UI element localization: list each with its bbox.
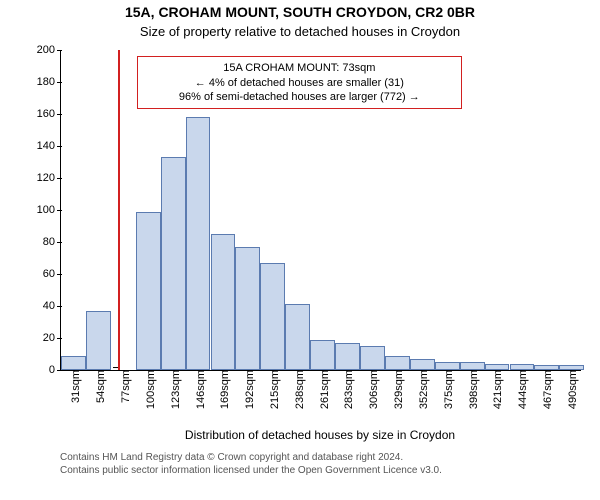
annotation-line: 96% of semi-detached houses are larger (… [146,90,453,104]
annotation-line: ← 4% of detached houses are smaller (31) [146,76,453,90]
annotation-line: 15A CROHAM MOUNT: 73sqm [146,61,453,75]
y-tick: 100 [37,204,61,216]
footer-line-1: Contains HM Land Registry data © Crown c… [60,452,580,465]
histogram-bar [534,365,559,370]
footer-attribution: Contains HM Land Registry data © Crown c… [60,452,580,477]
x-tick: 421sqm [486,370,504,409]
histogram-bar [410,359,435,370]
x-tick: 490sqm [561,370,579,409]
x-tick: 306sqm [362,370,380,409]
histogram-bar [161,157,186,370]
chart-subtitle: Size of property relative to detached ho… [0,24,600,39]
x-tick: 169sqm [213,370,231,409]
x-tick: 123sqm [164,370,182,409]
y-tick: 180 [37,76,61,88]
histogram-bar [335,343,360,370]
histogram-bar [310,340,335,370]
x-tick: 192sqm [238,370,256,409]
histogram-bar [435,362,460,370]
x-tick: 375sqm [437,370,455,409]
x-tick: 100sqm [139,370,157,409]
y-tick: 0 [49,364,61,376]
annotation-box: 15A CROHAM MOUNT: 73sqm← 4% of detached … [137,56,462,109]
histogram-bar [385,356,410,370]
y-tick: 80 [43,236,61,248]
y-tick: 140 [37,140,61,152]
x-tick: 77sqm [114,370,132,403]
x-tick: 283sqm [337,370,355,409]
x-tick: 31sqm [64,370,82,403]
y-tick: 200 [37,44,61,56]
y-tick: 20 [43,332,61,344]
y-tick: 120 [37,172,61,184]
y-tick: 40 [43,300,61,312]
x-tick: 54sqm [89,370,107,403]
subject-marker-line [118,50,120,370]
x-tick: 467sqm [536,370,554,409]
x-tick: 352sqm [412,370,430,409]
x-tick: 215sqm [263,370,281,409]
x-tick: 146sqm [189,370,207,409]
histogram-bar [285,304,310,370]
x-tick: 444sqm [511,370,529,409]
histogram-bar [360,346,385,370]
histogram-bar [235,247,260,370]
histogram-bar [211,234,236,370]
histogram-bar [136,212,161,370]
y-tick: 160 [37,108,61,120]
histogram-bar [559,365,584,370]
chart-title: 15A, CROHAM MOUNT, SOUTH CROYDON, CR2 0B… [0,4,600,20]
x-tick: 329sqm [387,370,405,409]
histogram-bar [86,311,111,370]
histogram-bar [61,356,86,370]
x-tick: 398sqm [462,370,480,409]
histogram-bar [510,364,535,370]
footer-line-2: Contains public sector information licen… [60,465,580,478]
histogram-bar [186,117,211,370]
x-axis-label: Distribution of detached houses by size … [60,428,580,442]
x-tick: 261sqm [313,370,331,409]
histogram-bar [460,362,485,370]
y-axis-label: Number of detached properties [2,50,16,370]
plot-area: 02040608010012014016018020031sqm54sqm77s… [60,50,581,371]
x-tick: 238sqm [288,370,306,409]
y-tick: 60 [43,268,61,280]
histogram-bar [260,263,285,370]
histogram-bar [485,364,510,370]
